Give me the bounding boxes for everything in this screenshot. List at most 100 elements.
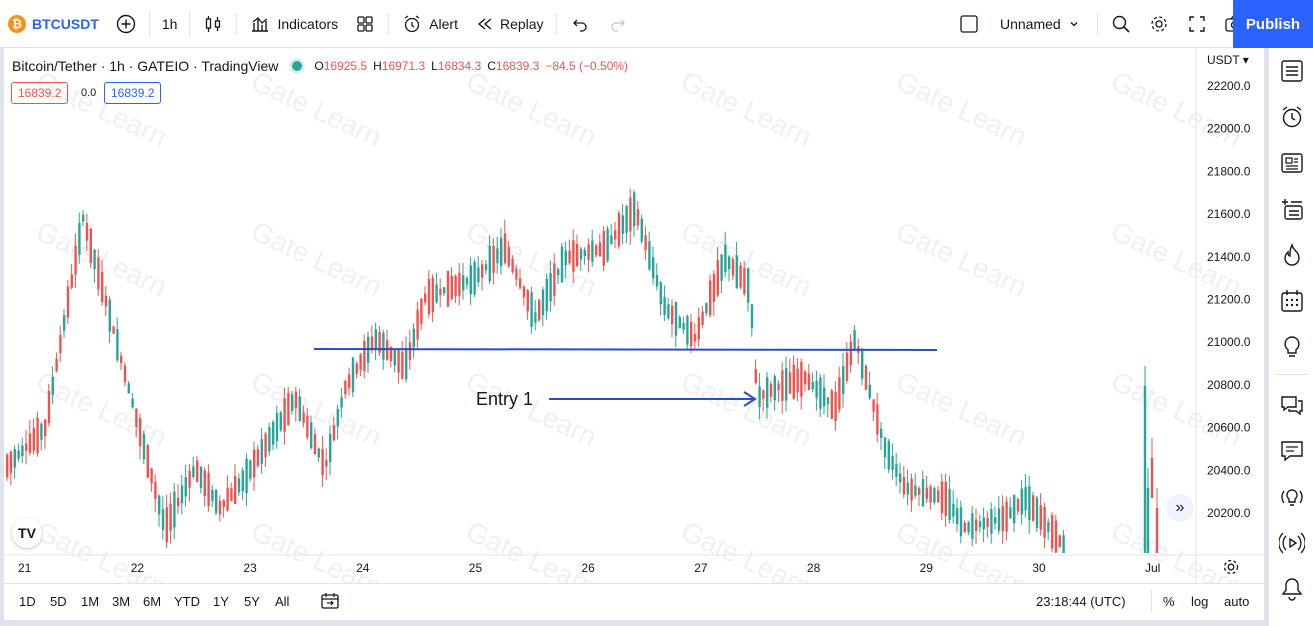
range-button-1m[interactable]: 1M	[81, 594, 100, 609]
watermark-layer: Gate Learn Gate Learn Gate Learn Gate Learn…	[31, 65, 1246, 583]
indicators-button[interactable]: Indicators	[241, 0, 346, 48]
chart-canvas[interactable]: Gate Learn Gate Learn Gate Learn Gate Learn…	[4, 48, 1264, 583]
percent-scale-toggle[interactable]: %	[1163, 594, 1175, 609]
log-scale-toggle[interactable]: log	[1191, 594, 1209, 609]
candle-body	[899, 473, 902, 483]
goto-date-button[interactable]	[320, 592, 340, 613]
legend-title[interactable]: Bitcoin/Tether · 1h · GATEIO · TradingVi…	[12, 58, 279, 74]
notifications-icon[interactable]	[1279, 576, 1305, 602]
watermark-text: Gate Learn	[676, 65, 816, 152]
range-button-5y[interactable]: 5Y	[244, 594, 260, 609]
candle-body	[104, 295, 108, 307]
search-button[interactable]	[1102, 0, 1140, 48]
candle-body	[933, 488, 936, 503]
candle-body	[180, 485, 184, 504]
candle-body	[861, 348, 864, 379]
candle-body	[85, 222, 89, 241]
redo-button[interactable]	[599, 0, 637, 48]
candle-body	[363, 340, 366, 372]
horizontal-line-drawing	[313, 348, 938, 351]
streams-icon[interactable]	[1278, 530, 1306, 556]
range-button-6m[interactable]: 6M	[143, 594, 162, 609]
candle-body	[598, 242, 602, 257]
chat-icon[interactable]	[1279, 392, 1305, 418]
chart-type-button[interactable]	[194, 0, 232, 48]
candle-body	[914, 485, 917, 496]
watchlist-icon[interactable]	[1279, 58, 1305, 84]
candle-body	[652, 257, 655, 279]
auto-scale-toggle[interactable]: auto	[1224, 594, 1250, 609]
candle-body	[146, 445, 149, 478]
candle-body	[465, 278, 469, 285]
fullscreen-icon	[1186, 13, 1208, 35]
templates-button[interactable]	[346, 0, 384, 48]
candle-body	[123, 365, 127, 383]
candle-body	[1150, 458, 1154, 498]
replay-button[interactable]: Replay	[466, 0, 552, 48]
tradingview-logo[interactable]: TV	[12, 518, 42, 548]
candle-body	[773, 376, 776, 401]
currency-label: USDT	[1207, 53, 1240, 67]
candle-body	[154, 481, 157, 500]
layout-name-button[interactable]: Unnamed	[988, 0, 1093, 48]
candle-body	[959, 507, 963, 537]
watermark-text: Gate Learn	[246, 365, 386, 452]
range-button-1d[interactable]: 1D	[19, 594, 36, 609]
watermark-text: Gate Learn	[891, 215, 1031, 302]
candle-body	[82, 214, 85, 222]
alarm-clock-icon[interactable]	[1279, 104, 1305, 130]
candle-body	[203, 470, 206, 497]
candle-body	[918, 488, 921, 495]
candle-body	[36, 417, 39, 454]
chart-pane[interactable]: Gate Learn Gate Learn Gate Learn Gate Learn…	[4, 48, 1264, 620]
currency-select[interactable]: USDT ▾	[1207, 53, 1249, 67]
search-icon	[1110, 13, 1132, 35]
candle-body	[496, 248, 499, 264]
publish-button[interactable]: Publish	[1233, 0, 1313, 48]
symbol-search[interactable]: ₿ BTCUSDT	[0, 0, 107, 48]
candle-body	[705, 302, 708, 314]
fullscreen-button[interactable]	[1178, 0, 1216, 48]
settings-button[interactable]	[1140, 0, 1178, 48]
candle-body	[6, 454, 9, 478]
range-button-all[interactable]: All	[275, 594, 290, 609]
divider	[1096, 13, 1098, 35]
hotlist-icon[interactable]	[1279, 242, 1305, 268]
ask-price-box[interactable]: 16839.2	[104, 82, 162, 104]
compare-button[interactable]	[107, 0, 145, 48]
range-button-3m[interactable]: 3M	[112, 594, 131, 609]
interval-button[interactable]: 1h	[154, 0, 186, 48]
idea-stream-icon[interactable]	[1279, 484, 1305, 510]
candle-body	[614, 229, 617, 240]
candle-body	[804, 371, 807, 385]
candle-body	[891, 455, 894, 470]
scroll-to-realtime-button[interactable]: »	[1166, 494, 1194, 522]
bitcoin-logo-icon: ₿	[8, 14, 26, 33]
alert-button[interactable]: Alert	[393, 0, 466, 48]
undo-button[interactable]	[561, 0, 599, 48]
bid-price-box[interactable]: 16839.2	[11, 82, 69, 104]
news-icon[interactable]	[1279, 150, 1305, 176]
candle-body	[693, 334, 697, 342]
candle-body	[883, 437, 887, 458]
axis-settings-button[interactable]	[1221, 557, 1241, 577]
range-button-5d[interactable]: 5D	[50, 594, 67, 609]
ideas-icon[interactable]	[1279, 334, 1305, 360]
calendar-icon[interactable]	[1279, 288, 1305, 314]
candle-body	[671, 305, 674, 325]
candle-body	[617, 212, 621, 247]
utc-clock[interactable]: 23:18:44 (UTC)	[1036, 594, 1126, 609]
candle-body	[994, 517, 997, 524]
messages-icon[interactable]	[1279, 438, 1305, 464]
market-status-icon[interactable]	[292, 61, 303, 71]
candle-body	[663, 296, 666, 316]
layout-select-button[interactable]	[950, 0, 988, 48]
range-button-ytd[interactable]: YTD	[174, 594, 200, 609]
candle-body	[1047, 521, 1050, 533]
candle-body	[659, 282, 662, 305]
range-button-1y[interactable]: 1Y	[213, 594, 229, 609]
candle-body	[412, 328, 415, 348]
add-list-icon[interactable]	[1279, 196, 1305, 222]
candle-body	[332, 425, 336, 441]
candle-body	[93, 249, 96, 270]
